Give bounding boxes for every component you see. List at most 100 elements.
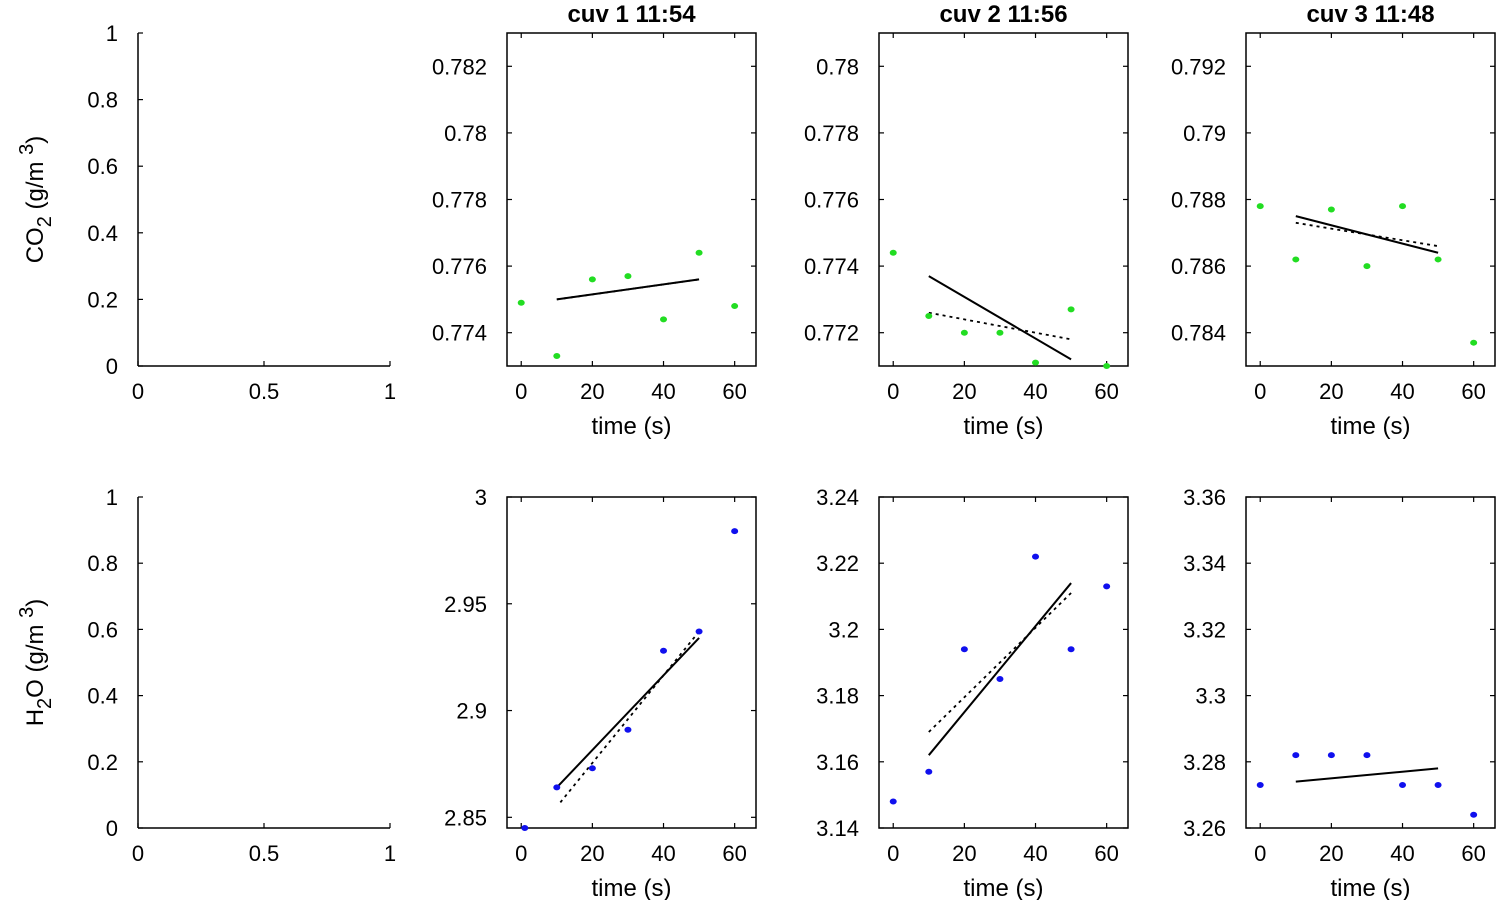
x-tick-label: 40 xyxy=(651,841,675,866)
y-label-part-0: CO xyxy=(22,227,49,263)
x-tick-label: 60 xyxy=(1094,841,1118,866)
y-tick-label: 3.18 xyxy=(816,684,859,709)
x-tick-label: 40 xyxy=(1023,841,1047,866)
x-tick-label: 0 xyxy=(1254,841,1266,866)
x-tick-label: 40 xyxy=(1390,841,1414,866)
x-tick-label: 20 xyxy=(952,379,976,404)
y-tick-label: 0.776 xyxy=(804,188,859,213)
y-tick-label: 2.95 xyxy=(444,592,487,617)
y-tick-label: 3.14 xyxy=(816,816,859,841)
y-tick-label: 0.2 xyxy=(87,287,118,312)
y-tick-label: 3.16 xyxy=(816,750,859,775)
y-tick-label: 0.776 xyxy=(432,254,487,279)
x-tick-label: 40 xyxy=(651,379,675,404)
x-tick-label: 0 xyxy=(1254,379,1266,404)
data-point xyxy=(1256,781,1264,788)
data-point xyxy=(1470,811,1478,818)
data-point xyxy=(1327,206,1335,213)
data-point xyxy=(996,676,1004,683)
x-axis-label: time (s) xyxy=(592,413,672,440)
y-label-part-4: ) xyxy=(22,599,49,607)
data-point xyxy=(1067,306,1075,313)
axes-box xyxy=(1245,496,1496,829)
y-tick-label: 0.782 xyxy=(432,54,487,79)
y-tick-label: 3.36 xyxy=(1183,485,1226,510)
x-axis-label: time (s) xyxy=(964,875,1044,900)
y-label-part-2: O (g/m xyxy=(22,618,49,698)
subplot-h2o-empty: 0 0.5 1 0 0.2 0.4 0.6 0.8 1 H2O (g/m 3) xyxy=(16,485,396,866)
x-tick-label: 0 xyxy=(887,379,899,404)
x-tick-label: 60 xyxy=(722,379,746,404)
data-point xyxy=(553,784,561,791)
fit-line-dotted xyxy=(928,592,1072,733)
x-tick-label: 0 xyxy=(515,379,527,404)
y-tick-label: 0.778 xyxy=(432,188,487,213)
data-point xyxy=(925,313,933,320)
y-tick-label: 0.8 xyxy=(87,551,118,576)
x-tick-label: 20 xyxy=(580,841,604,866)
data-point xyxy=(1399,781,1407,788)
y-tick-label: 3.22 xyxy=(816,551,859,576)
fit-line-dotted xyxy=(556,278,700,301)
axes-box xyxy=(1245,32,1496,367)
y-tick-label: 0.2 xyxy=(87,750,118,775)
data-point xyxy=(521,825,529,831)
x-tick-label: 0 xyxy=(132,841,144,866)
y-label-part-3: 3 xyxy=(16,144,38,155)
y-tick-label: 3.28 xyxy=(1183,750,1226,775)
subplot-co2-cuv3: 0 20 40 60 0.784 0.786 0.788 0.79 0.792 cuv 3 11:… xyxy=(1171,1,1496,440)
y-tick-label: 0.6 xyxy=(87,154,118,179)
data-point xyxy=(1103,363,1111,369)
subplot-h2o-cuv1: 0 20 40 60 2.85 2.9 2.95 3 time (s) xyxy=(444,485,757,900)
y-tick-label: 0.6 xyxy=(87,617,118,642)
x-tick-label: 1 xyxy=(384,841,396,866)
data-point xyxy=(517,299,525,306)
subplot-co2-cuv2: 0 20 40 60 0.772 0.774 0.776 0.778 0.78 cuv 2 11:… xyxy=(804,1,1129,440)
data-point xyxy=(1363,263,1371,270)
y-tick-label: 0.784 xyxy=(1171,321,1226,346)
data-point xyxy=(588,276,596,283)
x-tick-label: 20 xyxy=(1319,841,1343,866)
data-point xyxy=(731,303,739,310)
y-tick-label: 3.2 xyxy=(828,617,859,642)
data-point xyxy=(624,726,632,733)
subplot-h2o-cuv2: 0 20 40 60 3.14 3.16 3.18 3.2 3.22 3.24 time (s) xyxy=(816,485,1129,900)
y-label-part-4: ) xyxy=(22,136,49,144)
data-point xyxy=(925,768,933,775)
y-tick-label: 3.24 xyxy=(816,485,859,510)
y-tick-label: 1 xyxy=(106,485,118,510)
data-point xyxy=(1327,752,1335,759)
x-tick-label: 0 xyxy=(887,841,899,866)
y-label-part-1: 2 xyxy=(34,216,56,227)
y-axis-label: CO2 (g/m 3) xyxy=(16,136,56,264)
y-tick-label: 3.3 xyxy=(1195,684,1226,709)
y-tick-label: 0.772 xyxy=(804,321,859,346)
x-tick-label: 40 xyxy=(1390,379,1414,404)
y-tick-label: 0.8 xyxy=(87,88,118,113)
y-axis-label: H2O (g/m 3) xyxy=(16,599,56,727)
x-tick-label: 60 xyxy=(722,841,746,866)
x-tick-label: 0.5 xyxy=(249,841,280,866)
x-axis-label: time (s) xyxy=(964,413,1044,440)
data-point xyxy=(960,329,968,336)
y-tick-label: 0.788 xyxy=(1171,188,1226,213)
fit-line-dotted xyxy=(559,630,700,803)
y-tick-label: 0.4 xyxy=(87,221,118,246)
x-tick-label: 60 xyxy=(1461,841,1485,866)
y-label-part-2: (g/m xyxy=(22,155,49,216)
subplot-h2o-cuv3: 0 20 40 60 3.26 3.28 3.3 3.32 3.34 3.36 time (s) xyxy=(1183,485,1496,900)
data-point xyxy=(1363,752,1371,759)
fit-line-solid xyxy=(928,275,1072,361)
data-point xyxy=(1032,553,1040,560)
y-tick-label: 0 xyxy=(106,354,118,379)
data-point xyxy=(624,273,632,280)
data-point xyxy=(660,316,668,323)
y-label-part-1: 2 xyxy=(34,698,56,709)
data-point xyxy=(1434,256,1442,263)
data-point xyxy=(553,353,561,360)
data-point xyxy=(731,528,739,535)
y-tick-label: 2.9 xyxy=(456,699,487,724)
y-tick-label: 3 xyxy=(475,485,487,510)
fit-line-dotted xyxy=(1295,221,1439,248)
